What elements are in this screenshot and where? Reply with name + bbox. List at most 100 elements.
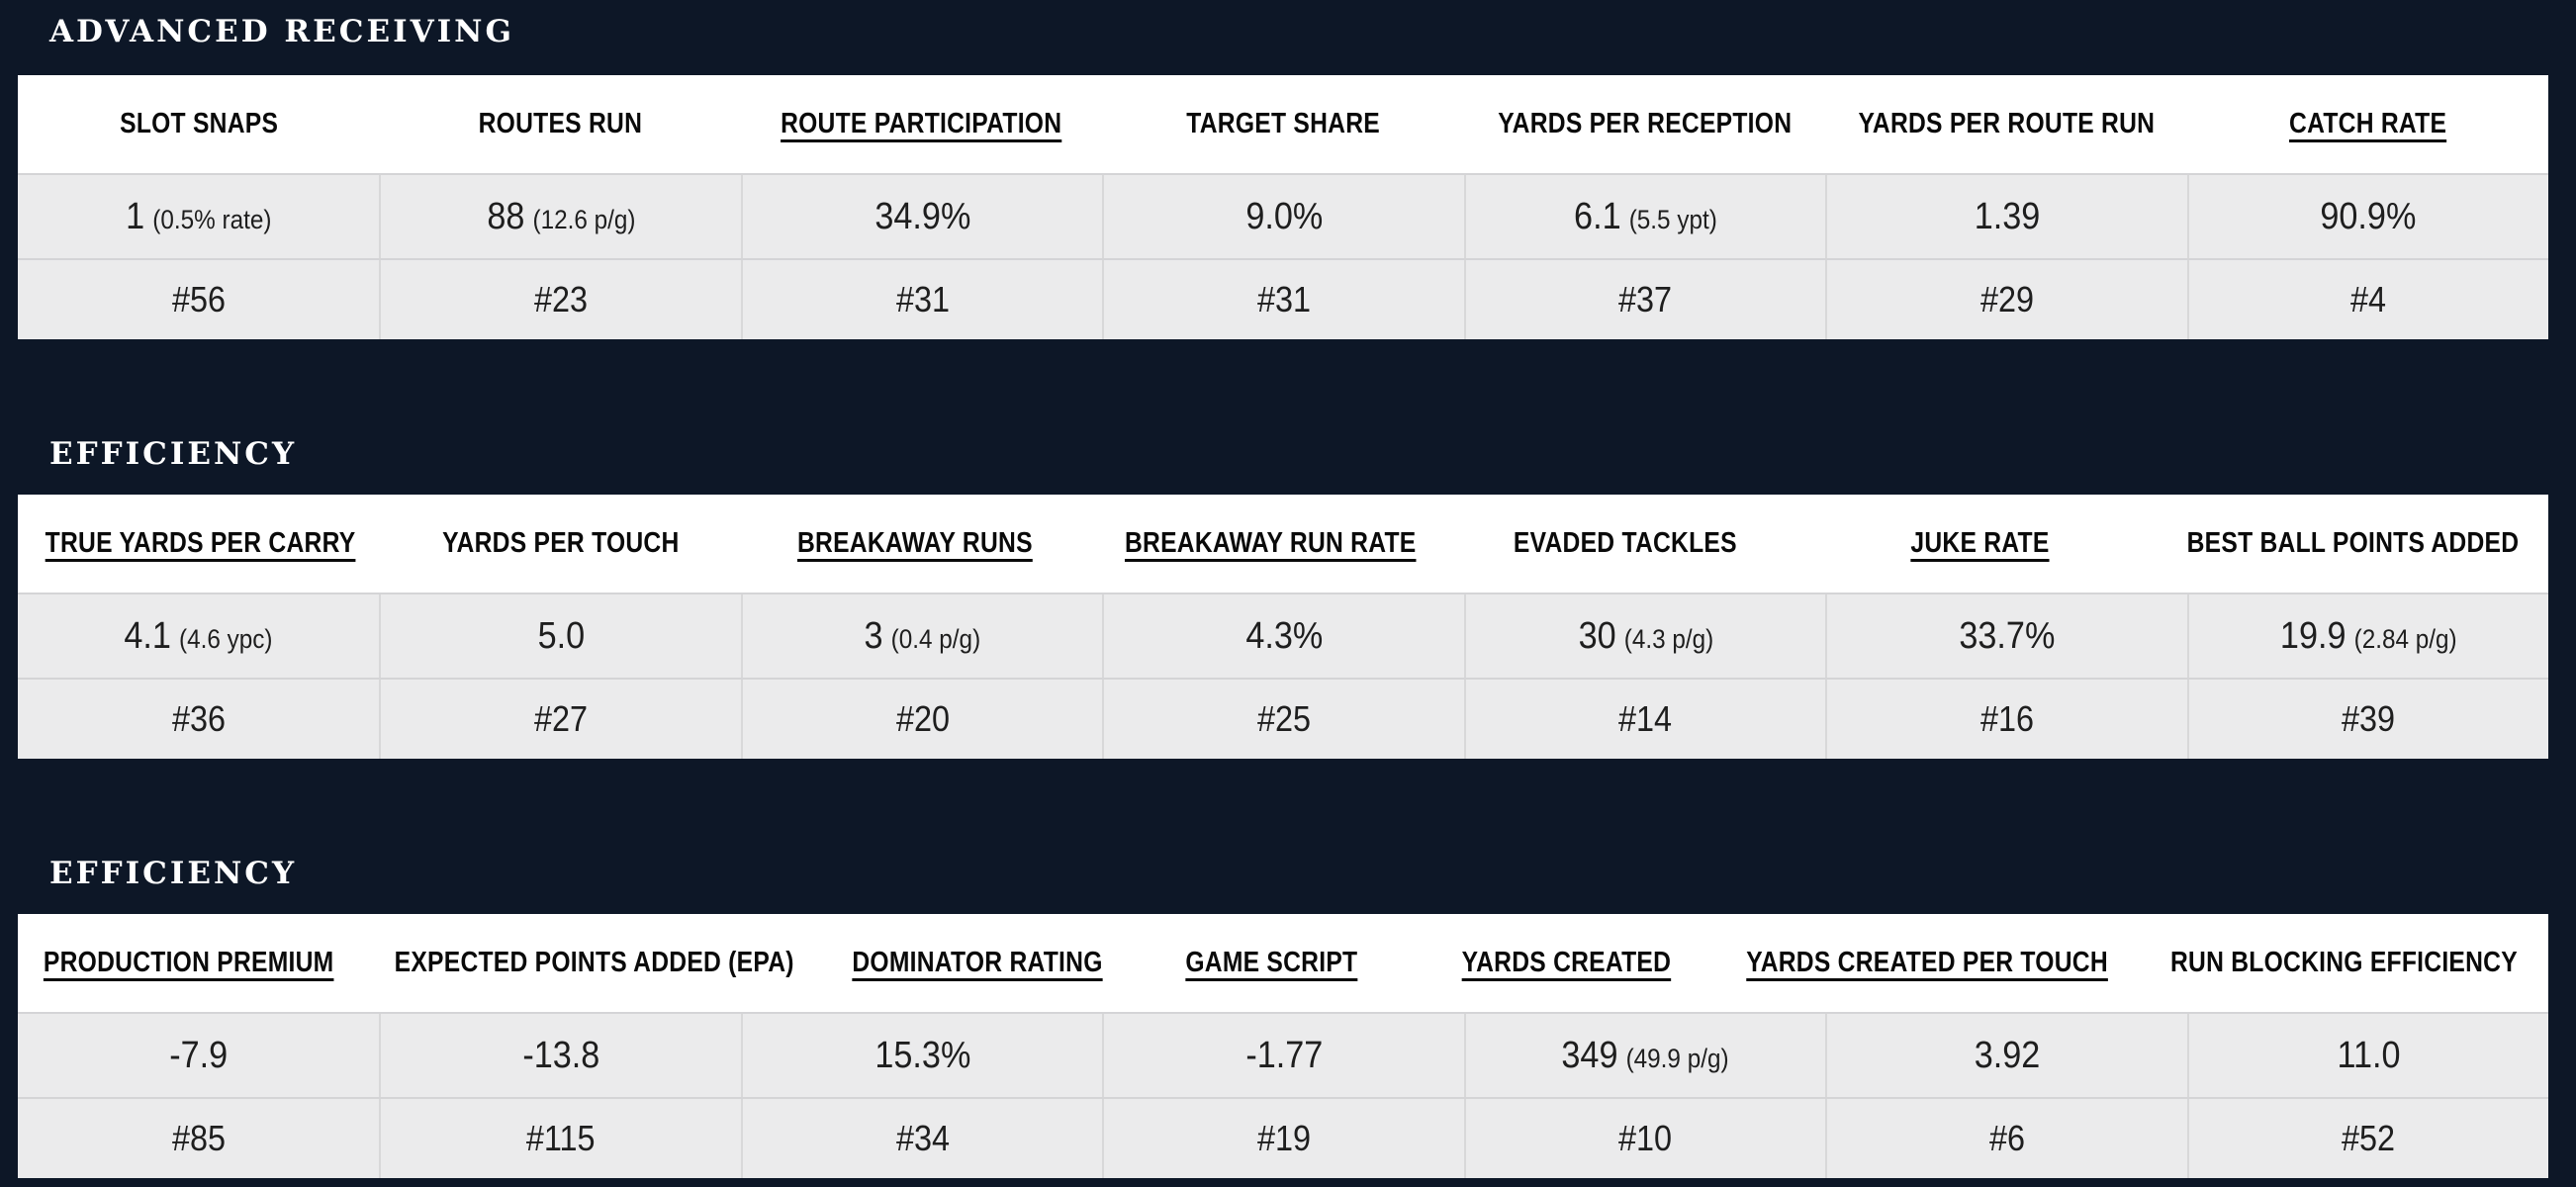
stat-rank-cell-best-ball-points-added: #39 [2186, 680, 2548, 759]
column-header-label: YARDS PER ROUTE RUN [1857, 108, 2155, 139]
stats-section-efficiency-3: EFFICIENCY PRODUCTION PREMIUM EXPECTED PO… [18, 852, 2548, 1178]
column-header-link[interactable]: ROUTE PARTICIPATION [781, 108, 1062, 139]
column-header-breakaway-runs[interactable]: BREAKAWAY RUNS [738, 527, 1093, 560]
stat-value-cell-route-participation: 34.9% [740, 175, 1103, 258]
stat-value-cell-expected-points-added-epa: -13.8 [379, 1014, 741, 1097]
stat-value-note: (5.5 ypt) [1628, 204, 1717, 234]
column-header-label: SLOT SNAPS [119, 108, 278, 139]
stat-rank-cell-route-participation: #31 [740, 260, 1103, 339]
column-header-yards-created[interactable]: YARDS CREATED [1420, 947, 1714, 979]
column-header-production-premium[interactable]: PRODUCTION PREMIUM [18, 947, 359, 979]
column-header-link[interactable]: BREAKAWAY RUN RATE [1124, 527, 1417, 559]
stat-value: 3.92 [1975, 1035, 2041, 1077]
stat-value-note: (4.6 ypc) [179, 623, 273, 654]
stat-rank: #4 [2350, 279, 2387, 320]
stat-value: 6.1 (5.5 ypt) [1574, 196, 1717, 238]
table-value-row: 4.1 (4.6 ypc) 5.0 3 (0.4 p/g) 4.3% 30 (4.3 p/g)… [18, 593, 2548, 678]
column-header-link[interactable]: TRUE YARDS PER CARRY [45, 527, 356, 559]
stat-value-cell-evaded-tackles: 30 (4.3 p/g) [1463, 594, 1826, 678]
column-header-link[interactable]: DOMINATOR RATING [852, 947, 1103, 978]
stats-table: TRUE YARDS PER CARRY YARDS PER TOUCH BREAK… [18, 495, 2548, 759]
column-header-target-share: TARGET SHARE [1102, 108, 1463, 140]
stat-value-number: 19.9 [2279, 614, 2346, 657]
column-header-true-yards-per-carry[interactable]: TRUE YARDS PER CARRY [18, 527, 383, 560]
stat-value: 90.9% [2321, 196, 2417, 238]
stat-value-cell-true-yards-per-carry: 4.1 (4.6 ypc) [18, 594, 380, 678]
stat-value-number: -13.8 [522, 1034, 600, 1076]
stat-value: 9.0% [1245, 196, 1323, 238]
column-header-juke-rate[interactable]: JUKE RATE [1802, 527, 2158, 560]
stat-rank: #19 [1256, 1118, 1312, 1158]
column-header-label: ROUTES RUN [478, 108, 642, 139]
column-header-link[interactable]: YARDS CREATED PER TOUCH [1746, 947, 2108, 978]
column-header-label: YARDS PER TOUCH [441, 527, 680, 559]
column-header-link[interactable]: CATCH RATE [2288, 108, 2446, 139]
stat-value: 3 (0.4 p/g) [865, 615, 981, 658]
stat-value: 15.3% [874, 1035, 970, 1077]
stat-value-cell-yards-created: 349 (49.9 p/g) [1463, 1014, 1826, 1097]
stat-value-number: -1.77 [1245, 1034, 1323, 1076]
stat-value-cell-yards-created-per-touch: 3.92 [1825, 1014, 2187, 1097]
stat-value-note: (2.84 p/g) [2353, 623, 2457, 654]
stat-rank: #52 [2342, 1118, 2396, 1158]
table-value-row: 1 (0.5% rate) 88 (12.6 p/g) 34.9% 9.0% 6.1 (5.5… [18, 173, 2548, 258]
stat-value: 5.0 [537, 615, 585, 658]
stat-value: 1.39 [1975, 196, 2041, 238]
column-header-breakaway-run-rate[interactable]: BREAKAWAY RUN RATE [1093, 527, 1448, 560]
stat-value-number: 6.1 [1574, 195, 1621, 237]
stat-value: 4.1 (4.6 ypc) [125, 615, 273, 658]
column-header-label: EVADED TACKLES [1513, 527, 1737, 559]
stat-value-number: 3 [864, 614, 883, 657]
stat-rank-cell-yards-per-route-run: #29 [1825, 260, 2187, 339]
column-header-route-participation[interactable]: ROUTE PARTICIPATION [741, 108, 1102, 140]
column-header-link[interactable]: YARDS CREATED [1462, 947, 1672, 978]
stat-rank: #34 [895, 1118, 950, 1158]
stat-rank: #10 [1618, 1118, 1673, 1158]
table-header-row: PRODUCTION PREMIUM EXPECTED POINTS ADDED … [18, 914, 2548, 1012]
stat-value-cell-production-premium: -7.9 [18, 1014, 380, 1097]
stat-value-number: 4.3% [1245, 614, 1323, 657]
column-header-evaded-tackles: EVADED TACKLES [1448, 527, 1803, 560]
stat-value-number: 34.9% [874, 195, 971, 237]
column-header-yards-per-route-run: YARDS PER ROUTE RUN [1825, 108, 2186, 140]
stat-rank-cell-slot-snaps: #56 [18, 260, 380, 339]
table-rank-row: #36 #27 #20 #25 #14 #16 #39 [18, 678, 2548, 759]
column-header-link[interactable]: JUKE RATE [1910, 527, 2050, 559]
stat-value-cell-juke-rate: 33.7% [1825, 594, 2187, 678]
stat-value-number: 5.0 [537, 614, 585, 657]
column-header-game-script[interactable]: GAME SCRIPT [1125, 947, 1420, 979]
stat-value: 30 (4.3 p/g) [1578, 615, 1713, 658]
stat-value-note: (0.5% rate) [152, 204, 272, 234]
stat-value-number: 88 [487, 195, 525, 237]
stat-value-cell-dominator-rating: 15.3% [740, 1014, 1103, 1097]
stat-rank: #25 [1256, 698, 1312, 739]
column-header-catch-rate[interactable]: CATCH RATE [2187, 108, 2548, 140]
column-header-yards-per-reception: YARDS PER RECEPTION [1464, 108, 1825, 140]
column-header-best-ball-points-added: BEST BALL POINTS ADDED [2158, 527, 2548, 560]
stat-value-cell-yards-per-reception: 6.1 (5.5 ypt) [1463, 175, 1826, 258]
column-header-link[interactable]: BREAKAWAY RUNS [797, 527, 1034, 559]
column-header-expected-points-added-epa: EXPECTED POINTS ADDED (EPA) [359, 947, 829, 979]
table-header-row: TRUE YARDS PER CARRY YARDS PER TOUCH BREAK… [18, 495, 2548, 593]
stat-value: -1.77 [1245, 1035, 1323, 1077]
column-header-label: TARGET SHARE [1186, 108, 1380, 139]
stat-value-cell-yards-per-route-run: 1.39 [1825, 175, 2187, 258]
stat-value: 349 (49.9 p/g) [1562, 1035, 1729, 1077]
stat-value-number: 33.7% [1959, 614, 2056, 657]
column-header-yards-created-per-touch[interactable]: YARDS CREATED PER TOUCH [1714, 947, 2140, 979]
stat-value: -7.9 [169, 1035, 228, 1077]
stat-value-cell-yards-per-touch: 5.0 [379, 594, 741, 678]
table-header-row: SLOT SNAPS ROUTES RUN ROUTE PARTICIPATION T… [18, 75, 2548, 173]
column-header-link[interactable]: PRODUCTION PREMIUM [43, 947, 334, 978]
stat-value-number: 349 [1561, 1034, 1618, 1076]
table-rank-row: #85 #115 #34 #19 #10 #6 #52 [18, 1097, 2548, 1178]
stat-value-cell-target-share: 9.0% [1102, 175, 1464, 258]
stat-value: 88 (12.6 p/g) [487, 196, 635, 238]
column-header-link[interactable]: GAME SCRIPT [1185, 947, 1358, 978]
column-header-dominator-rating[interactable]: DOMINATOR RATING [830, 947, 1125, 979]
stat-rank: #20 [895, 698, 950, 739]
column-header-label: EXPECTED POINTS ADDED (EPA) [394, 947, 795, 978]
stat-value: 1 (0.5% rate) [126, 196, 271, 238]
stat-rank-cell-true-yards-per-carry: #36 [18, 680, 380, 759]
